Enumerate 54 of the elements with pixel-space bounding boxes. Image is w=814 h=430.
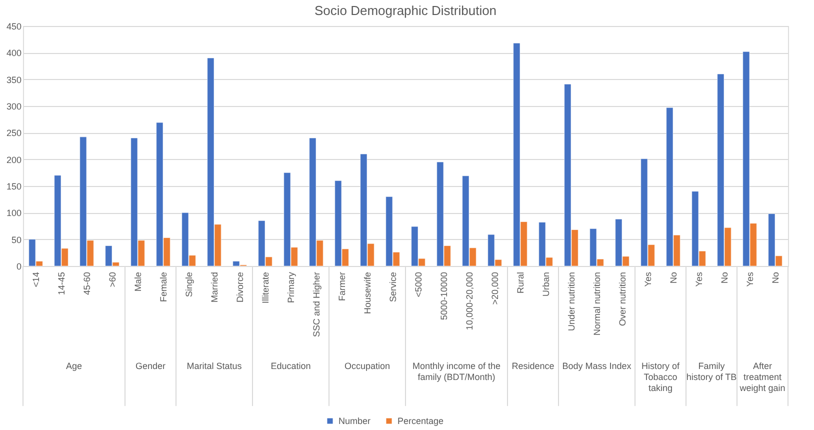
x-tick-label: 45-60 [82,272,92,296]
y-tick-label: 450 [6,22,22,32]
y-tick-label: 200 [6,154,22,165]
legend-label: Number [338,416,371,426]
x-tick-label: 5000-10000 [438,272,449,320]
x-tick-label: Divorce [234,272,245,303]
x-tick-label: No [719,272,730,284]
x-tick-label: <14 [30,272,41,288]
text: Body Mass Index [562,361,632,371]
y-tick-label: 50 [11,234,22,245]
text: Family history of TB [686,361,737,382]
x-tick-label: >60 [107,272,118,288]
y-tick-label: 0 [16,262,22,272]
x-tick-label: Over nutrition [617,272,628,326]
text: Marital Status [186,361,242,371]
x-tick-label: Illiterate [260,272,270,304]
text: Age [66,361,82,371]
text: After treatment weight gain [738,361,786,393]
x-tick-label: Urban [540,272,551,297]
x-tick-label: Housewife [362,272,372,314]
y-tick-label: 150 [6,182,22,192]
x-tick-label: >20,000 [490,272,500,305]
x-tick-label: Single [184,272,194,298]
x-tick-label: SSC and Higher [311,272,322,338]
x-tick-label: No [770,272,780,284]
x-tick-label: Under nutrition [566,272,576,332]
x-tick-label: Service [388,272,398,302]
x-tick-label: Normal nutrition [592,272,602,336]
y-tick-label: 250 [6,128,22,138]
y-tick-label: 100 [6,208,22,218]
x-tick-label: <5000 [413,272,424,298]
chart-title: Socio Demographic Distribution [314,3,497,18]
x-tick-label: Yes [744,272,755,287]
text: History of Tobacco taking [641,361,680,393]
x-tick-label: Female [158,272,168,302]
text: Monthly income of the family (BDT/Month) [412,361,501,382]
y-tick-label: 350 [6,74,22,85]
text: Education [270,361,311,371]
text: Residence [512,361,554,371]
x-tick-label: No [668,272,678,284]
x-tick-label: Yes [694,272,704,287]
x-tick-label: Primary [286,272,296,303]
x-tick-label: 10,000-20,000 [464,272,474,330]
text: Gender [135,361,166,371]
x-tick-label: Married [209,272,220,303]
x-tick-label: 14-45 [56,272,66,296]
x-tick-label: Rural [515,272,526,294]
x-tick-label: Farmer [336,272,347,301]
x-tick-label: Male [132,272,143,292]
legend-label: Percentage [398,416,444,426]
x-tick-label: Yes [642,272,653,287]
y-tick-label: 400 [6,48,22,58]
text: Occupation [344,361,390,371]
y-tick-label: 300 [6,102,22,112]
